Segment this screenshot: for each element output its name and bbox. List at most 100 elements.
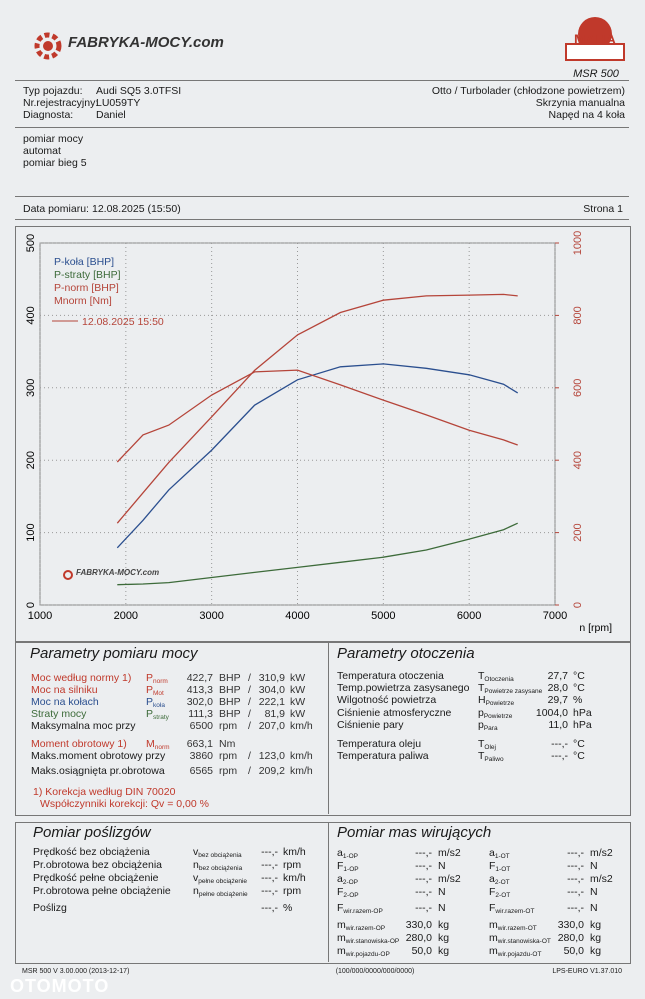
row-unit: °C (573, 670, 585, 682)
row-label: Moment obrotowy 1) (31, 738, 127, 750)
symbol-subscript: norm (153, 678, 168, 685)
date-value: 12.08.2025 (15:50) (92, 203, 181, 215)
row-unit: BHP (219, 672, 241, 684)
chart: 1000 2000 3000 4000 5000 6000 7000010020030040… (25, 231, 612, 634)
symbol: TOlej (478, 738, 496, 754)
symbol: TPowietrze zasysane (478, 682, 542, 698)
separator: / (248, 708, 251, 720)
row-unit: kg (438, 945, 450, 957)
series-line (116, 363, 519, 549)
row-unit: km/h (290, 765, 313, 777)
symbol-subscript: 2-OT (495, 892, 511, 899)
row-value: ---,- (551, 750, 568, 762)
separator: / (248, 765, 251, 777)
legend-entry: P-norm [BHP] (54, 282, 119, 294)
x-tick-label: 4000 (285, 610, 309, 622)
row-value: 11,0 (548, 719, 568, 731)
row-label: Temperatura otoczenia (337, 670, 444, 682)
row-unit: °C (573, 682, 585, 694)
symbol-letter: p (478, 719, 484, 731)
symbol-letter: P (146, 684, 154, 696)
row-value: 330,0 (557, 919, 584, 931)
row-value: 330,0 (405, 919, 432, 931)
y-tick-label: 100 (25, 523, 37, 541)
section-title: Parametry pomiaru mocy (30, 645, 198, 662)
symbol-subscript: wir.stanowiska-OT (497, 938, 551, 945)
row-unit: kW (290, 684, 306, 696)
row-unit: hPa (573, 707, 592, 719)
row-unit: km/h (290, 720, 313, 732)
symbol: npełne obciążenie (193, 885, 248, 901)
symbol: mwir.stanowiska-OP (337, 932, 399, 948)
footer-text: (100/000/0000/000/0000) (335, 968, 415, 975)
row-value: 280,0 (557, 932, 584, 944)
symbol: mwir.razem-OT (489, 919, 537, 935)
field-value: Daniel (96, 109, 126, 121)
symbol-letter: a (489, 847, 495, 859)
row-label: Straty mocy (31, 708, 87, 720)
row-value: ---,- (567, 860, 584, 872)
x-tick-label: 7000 (543, 610, 567, 622)
x-tick-label: 5000 (371, 610, 395, 622)
symbol-letter: m (489, 945, 498, 957)
symbol: F1-OP (337, 860, 359, 876)
row-value: ---,- (415, 847, 432, 859)
note: pomiar bieg 5 (23, 157, 87, 169)
row-label: Moc na silniku (31, 684, 98, 696)
row-unit: kg (590, 932, 602, 944)
row-value: 422,7 (186, 672, 213, 684)
symbol-subscript: straty (153, 714, 169, 721)
row-label: Pr.obrotowa pełne obciążenie (33, 885, 171, 897)
row-unit: N (590, 860, 598, 872)
symbol-letter: T (478, 670, 485, 682)
note: pomiar mocy (23, 133, 84, 145)
symbol-letter: F (489, 860, 496, 872)
y2-tick-label: 800 (572, 306, 584, 324)
symbol-subscript: pełne obciążenie (198, 891, 248, 898)
date-box (15, 196, 629, 220)
row-unit: % (573, 694, 583, 706)
y2-tick-label: 600 (572, 379, 584, 397)
symbol-subscript: koła (153, 702, 165, 709)
row-unit: kW (290, 696, 306, 708)
row-label: Pr.obrotowa bez obciążenia (33, 859, 162, 871)
row-value: 207,0 (258, 720, 285, 732)
row-unit: BHP (219, 696, 241, 708)
y-tick-label: 0 (25, 602, 37, 608)
symbol: HPowietrze (478, 694, 514, 710)
row-unit: rpm (283, 885, 302, 897)
row-label: Wilgotność powietrza (337, 694, 437, 706)
symbol-letter: a (337, 847, 343, 859)
vehicle-box (15, 80, 629, 128)
date-label: Data pomiaru: (23, 203, 89, 215)
row-value: 81,9 (264, 708, 285, 720)
symbol: mwir.razem-OP (337, 919, 385, 935)
row-value: 310,9 (258, 672, 285, 684)
x-axis-label: n [rpm] (579, 622, 612, 634)
footnote: Współczynniki korekcji: Qv = 0,00 % (40, 798, 209, 810)
row-unit: m/s2 (438, 847, 461, 859)
legend-entry: Mnorm [Nm] (54, 295, 112, 307)
series-line (116, 369, 518, 463)
symbol-subscript: Mot (153, 690, 164, 697)
symbol-subscript: wir.razem-OP (343, 908, 383, 915)
row-label: Maksymalna moc przy (31, 720, 136, 732)
symbol-subscript: bez obciążenia (198, 852, 242, 859)
row-value: ---,- (567, 873, 584, 885)
symbol-subscript: 1-OT (494, 853, 510, 860)
symbol-subscript: 1-OP (342, 853, 359, 860)
row-unit: km/h (283, 846, 306, 858)
row-value: 50,0 (411, 945, 432, 957)
field-label: Diagnosta: (23, 109, 74, 121)
symbol: mwir.pojazdu-OT (489, 945, 541, 961)
note: automat (23, 145, 61, 157)
symbol-subscript: Paliwo (484, 756, 504, 763)
row-unit: % (283, 902, 293, 914)
symbol-letter: P (146, 672, 154, 684)
row-unit: °C (573, 738, 585, 750)
row-value: 280,0 (405, 932, 432, 944)
row-unit: kg (590, 945, 602, 957)
row-unit: kg (590, 919, 602, 931)
section-title: Pomiar mas wirujących (337, 824, 492, 841)
symbol-letter: a (337, 873, 343, 885)
